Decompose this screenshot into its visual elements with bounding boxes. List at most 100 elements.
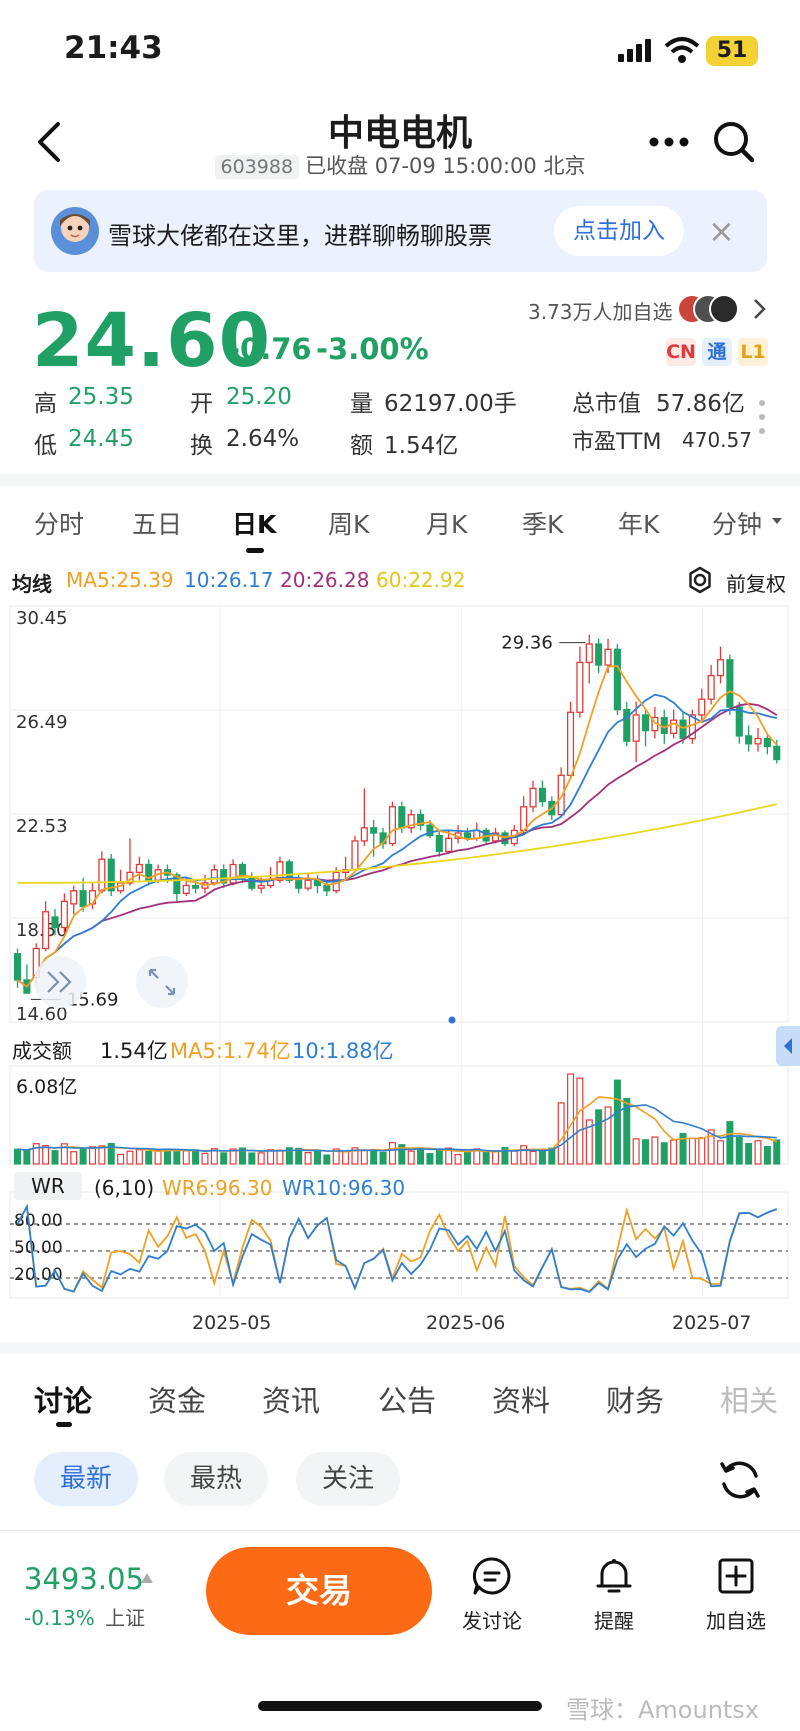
x-tick-june: 2025-06	[426, 1312, 506, 1334]
tab-funds[interactable]: 资金	[148, 1384, 207, 1418]
volume-bar	[548, 1147, 556, 1165]
chevron-right-icon[interactable]	[752, 297, 768, 321]
volume-ma10-line	[17, 1104, 777, 1153]
volume-bar	[510, 1150, 518, 1165]
candle-body	[613, 648, 621, 711]
more-stats-icon[interactable]	[758, 398, 766, 436]
kline-chart[interactable]: 30.4526.4922.5318.5014.6029.3615.6980.00…	[0, 596, 800, 1336]
volume-bar	[145, 1150, 153, 1165]
volume-bar	[182, 1150, 190, 1165]
volume-bar	[463, 1151, 471, 1165]
volume-bar	[520, 1145, 528, 1165]
wr6-line	[16, 1203, 778, 1293]
fullscreen-button	[136, 956, 188, 1008]
post-discussion-label[interactable]: 发讨论	[462, 1609, 522, 1633]
side-panel-toggle[interactable]	[776, 1026, 800, 1066]
volume-bar	[13, 1148, 22, 1165]
low-label: 低	[34, 433, 57, 459]
candle-body	[70, 890, 78, 905]
join-group-button[interactable]: 点击加入	[554, 206, 684, 256]
tag-level1: L1	[738, 338, 768, 366]
candle-body	[192, 884, 200, 889]
tab-quarterly-k[interactable]: 季K	[522, 510, 564, 539]
volume-bar	[351, 1147, 359, 1165]
candle-body	[304, 879, 312, 889]
filter-hot[interactable]: 最热	[164, 1452, 268, 1506]
adjust-mode[interactable]: 前复权	[726, 572, 786, 596]
volume-bar	[388, 1142, 396, 1165]
tab-profile[interactable]: 资料	[492, 1384, 551, 1418]
candle-body	[257, 884, 265, 889]
tab-financials[interactable]: 财务	[606, 1384, 665, 1418]
tag-connect: 通	[702, 338, 732, 366]
volume-bar	[51, 1150, 59, 1165]
alert-label[interactable]: 提醒	[594, 1609, 634, 1633]
volume-bar	[670, 1139, 678, 1165]
candle-body	[745, 735, 753, 745]
more-icon[interactable]	[648, 136, 690, 148]
turnover-label: 换	[190, 433, 213, 459]
volume-bar	[323, 1154, 331, 1165]
amount-value: 1.54亿	[384, 433, 459, 459]
follower-avatars	[677, 294, 739, 324]
tab-weekly-k[interactable]: 周K	[328, 510, 370, 539]
candle-body	[557, 774, 565, 816]
volume-bar	[267, 1149, 275, 1165]
tab-related[interactable]: 相关	[720, 1384, 779, 1418]
volume-legend-label: 成交额	[12, 1039, 72, 1063]
tab-monthly-k[interactable]: 月K	[426, 510, 468, 539]
volume-bar	[576, 1077, 584, 1165]
tab-intraday[interactable]: 分时	[34, 510, 85, 539]
post-discussion-icon[interactable]	[472, 1556, 512, 1596]
candle-body	[229, 863, 237, 884]
bell-icon[interactable]	[594, 1556, 634, 1596]
turnover-value: 2.64%	[226, 426, 300, 452]
candle-body	[595, 643, 603, 666]
volume-bar	[763, 1146, 771, 1165]
signal-icon	[618, 39, 651, 62]
tab-daily-k[interactable]: 日K	[232, 510, 277, 539]
add-watchlist-icon[interactable]	[716, 1556, 756, 1596]
search-icon[interactable]	[712, 120, 756, 164]
candle-body	[426, 824, 434, 837]
volume-bar	[126, 1150, 134, 1165]
refresh-icon[interactable]	[716, 1456, 764, 1504]
tab-five-day[interactable]: 五日	[132, 510, 183, 539]
settings-gear-icon[interactable]	[686, 566, 714, 594]
candle-body	[388, 806, 396, 845]
candle-body	[641, 714, 650, 732]
candle-body	[566, 711, 575, 776]
caret-left-icon	[784, 1038, 792, 1054]
y-tick-label: 30.45	[16, 608, 68, 629]
index-value[interactable]: 3493.05	[24, 1562, 144, 1596]
stock-name: 中电电机	[327, 113, 472, 154]
add-watchlist-label[interactable]: 加自选	[706, 1609, 766, 1633]
tab-yearly-k[interactable]: 年K	[618, 510, 660, 539]
back-icon[interactable]	[34, 120, 64, 164]
volume-bar	[238, 1147, 246, 1165]
tab-announcements[interactable]: 公告	[378, 1384, 437, 1418]
wr-label[interactable]: WR	[14, 1172, 82, 1200]
tab-news[interactable]: 资讯	[262, 1384, 321, 1418]
trade-button[interactable]: 交易	[206, 1547, 432, 1635]
volume-bar	[445, 1147, 453, 1165]
low-value: 24.45	[68, 426, 134, 452]
volume-bar	[651, 1136, 659, 1165]
candle-body	[417, 814, 425, 826]
triangle-up-icon	[141, 1573, 153, 1583]
filter-latest[interactable]: 最新	[34, 1452, 138, 1506]
candle-body	[398, 806, 406, 829]
tab-discussion[interactable]: 讨论	[34, 1384, 93, 1418]
tab-minute[interactable]: 分钟	[712, 510, 763, 539]
volume-ma5-line	[17, 1096, 778, 1153]
wr-params: (6,10)	[94, 1176, 155, 1200]
candle-body	[98, 858, 106, 892]
volume-bar	[192, 1149, 200, 1165]
volume-bar	[32, 1143, 40, 1165]
close-icon[interactable]: ×	[708, 212, 735, 250]
candle-body	[623, 709, 631, 742]
filter-following[interactable]: 关注	[296, 1452, 400, 1506]
open-value: 25.20	[226, 384, 292, 410]
candle-body	[763, 737, 771, 748]
volume-bar	[623, 1097, 631, 1165]
